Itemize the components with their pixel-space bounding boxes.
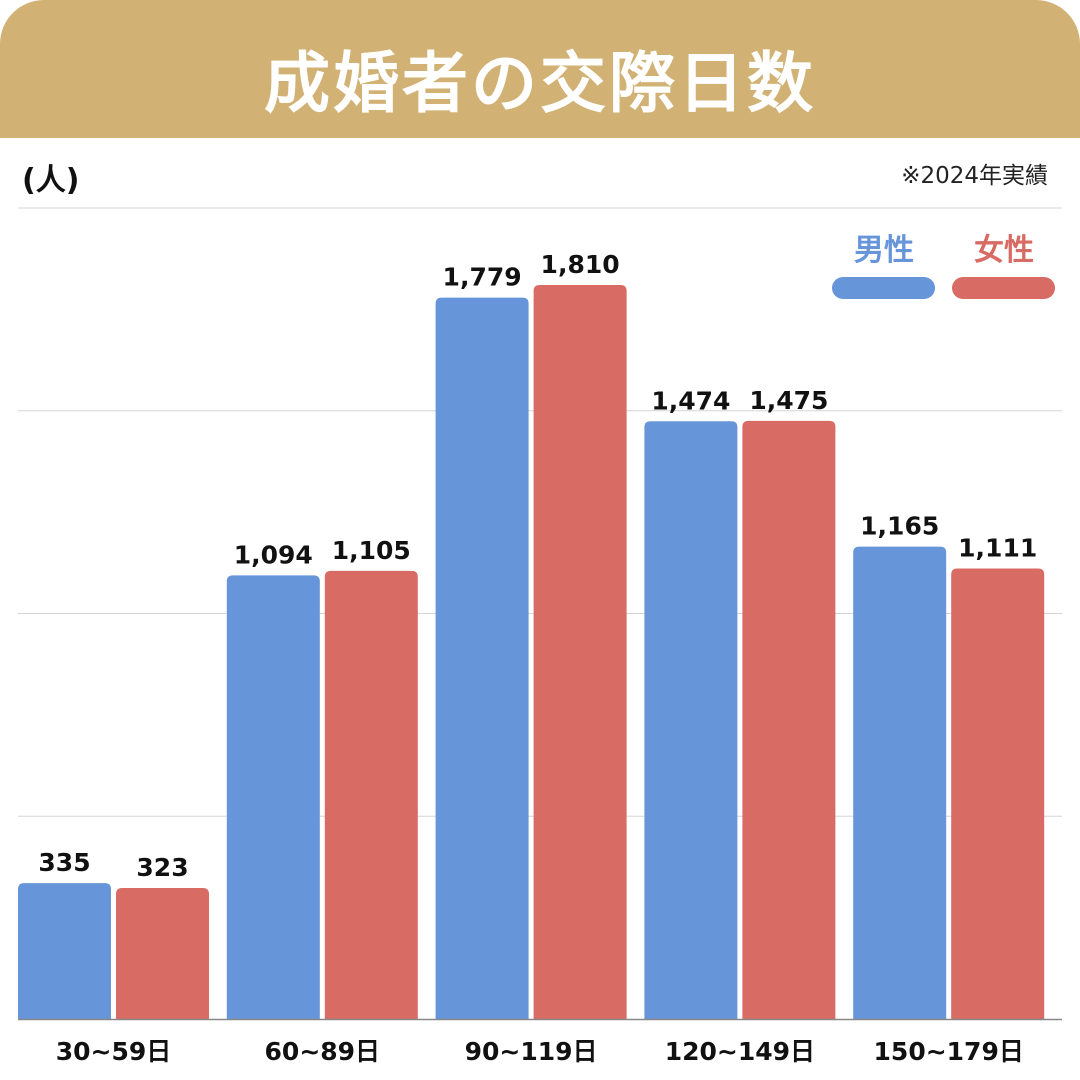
legend-label-female: 女性 — [974, 233, 1034, 268]
data-label: 1,094 — [234, 540, 313, 569]
y-unit-label: (人) — [22, 163, 80, 198]
bar-female — [742, 420, 836, 1019]
bar-female — [116, 888, 209, 1019]
x-tick-label: 150~179日 — [874, 1037, 1024, 1066]
data-year-note: ※2024年実績 — [901, 163, 1048, 189]
x-tick-label: 60~89日 — [265, 1037, 381, 1066]
bar-male — [226, 575, 320, 1019]
data-label: 335 — [38, 848, 90, 877]
bar-male — [18, 883, 111, 1019]
bar-male — [435, 297, 529, 1020]
title-banner: 成婚者の交際日数 — [0, 0, 1080, 138]
x-tick-label: 30~59日 — [56, 1037, 172, 1066]
x-tick-label: 90~119日 — [465, 1037, 598, 1066]
bar-female — [951, 568, 1045, 1019]
chart-title: 成婚者の交際日数 — [264, 45, 816, 122]
bar-female — [324, 570, 418, 1019]
data-label: 1,165 — [860, 512, 939, 541]
bar-female — [533, 285, 627, 1019]
legend-label-male: 男性 — [854, 233, 914, 268]
bar-male — [644, 421, 738, 1020]
x-tick-label: 120~149日 — [665, 1037, 815, 1066]
data-label: 1,810 — [541, 250, 620, 279]
legend-swatch-female — [952, 277, 1055, 299]
legend-swatch-male — [832, 277, 935, 299]
data-label: 1,475 — [749, 386, 828, 415]
data-label: 1,474 — [651, 386, 730, 415]
bar-male — [853, 546, 947, 1019]
data-label: 1,111 — [958, 533, 1037, 562]
data-label: 1,779 — [443, 263, 522, 292]
data-label: 323 — [136, 853, 188, 882]
data-label: 1,105 — [332, 536, 411, 565]
